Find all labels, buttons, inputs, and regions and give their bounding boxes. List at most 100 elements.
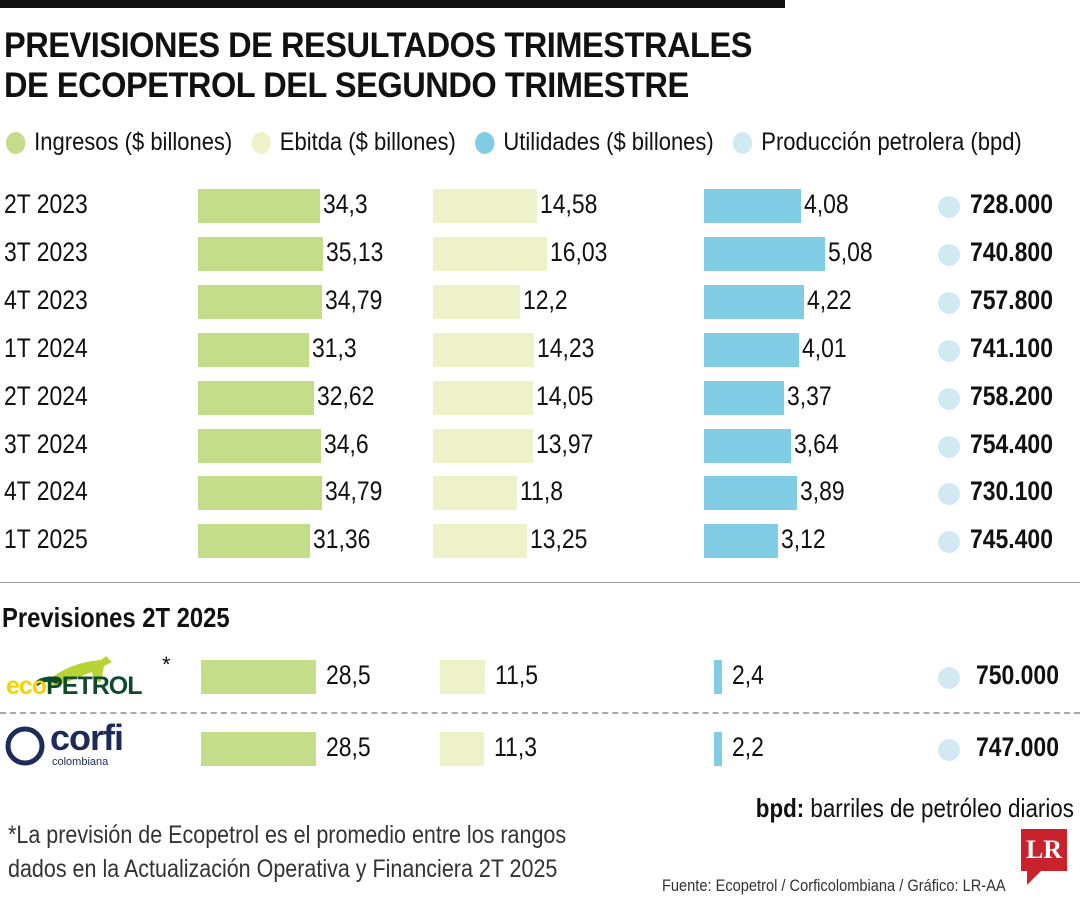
- value-ingresos: 34,3: [323, 189, 368, 219]
- forecast-value-ebitda: 11,5: [494, 660, 538, 690]
- bar-ingresos: [198, 380, 315, 415]
- forecast-value-ingresos: 28,5: [326, 660, 371, 690]
- row-label: 2T 2023: [4, 189, 88, 219]
- value-ingresos: 34,79: [324, 476, 383, 507]
- asterisk: *: [162, 652, 171, 677]
- forecast-value-produccion: 747.000: [976, 732, 1059, 762]
- dot-produccion: [938, 196, 960, 218]
- bar-ingresos: [198, 428, 322, 463]
- legend-item-utilidades: Utilidades ($ billones): [475, 128, 714, 157]
- row-label: 3T 2024: [4, 428, 88, 459]
- row-label: 1T 2024: [4, 332, 88, 363]
- row-label: 4T 2024: [4, 476, 88, 507]
- dashed-divider: [0, 712, 1080, 714]
- bar-ebitda: [433, 284, 520, 319]
- value-ingresos: 34,6: [324, 428, 369, 459]
- value-utilidades: 4,01: [802, 332, 848, 363]
- row-label: 3T 2023: [4, 236, 88, 267]
- forecast-bar-utilidades: [714, 732, 722, 766]
- bar-utilidades: [704, 524, 779, 559]
- forecast-value-ingresos: 28,5: [326, 732, 371, 762]
- value-ebitda: 14,05: [536, 380, 594, 411]
- value-utilidades: 4,08: [804, 189, 849, 219]
- value-utilidades: 3,12: [781, 524, 826, 555]
- forecast-bar-ebitda: [440, 732, 485, 766]
- bar-ebitda: [433, 476, 518, 511]
- value-ebitda: 13,97: [535, 428, 594, 459]
- dot-produccion: [938, 387, 960, 410]
- bar-ingresos: [198, 236, 324, 271]
- value-utilidades: 3,37: [787, 380, 832, 411]
- bar-ingresos: [198, 476, 322, 511]
- value-ingresos: 34,79: [324, 284, 383, 315]
- legend-item-produccion: Producción petrolera (bpd): [733, 128, 1022, 157]
- corfi-wordmark: corfi: [50, 717, 124, 758]
- iguana-icon: [34, 656, 112, 687]
- forecast-value-ebitda: 11,3: [494, 732, 538, 762]
- forecast-dot-produccion: [938, 739, 960, 761]
- value-produccion: 758.200: [970, 380, 1053, 411]
- value-produccion: 741.100: [970, 332, 1053, 363]
- value-ebitda: 14,23: [537, 332, 595, 363]
- bar-ebitda: [433, 380, 534, 415]
- forecast-value-utilidades: 2,4: [732, 660, 765, 690]
- dot-produccion: [938, 339, 960, 362]
- value-produccion: 745.400: [970, 524, 1053, 555]
- bar-ebitda: [433, 332, 535, 367]
- value-ebitda: 13,25: [530, 524, 588, 555]
- value-utilidades: 4,22: [807, 284, 853, 315]
- bar-utilidades: [704, 284, 805, 319]
- bar-ebitda: [433, 524, 528, 559]
- forecast-subtitle: Previsiones 2T 2025: [2, 602, 230, 633]
- source-credit: Fuente: Ecopetrol / Corficolombiana / Gr…: [662, 876, 1006, 895]
- value-utilidades: 3,64: [793, 428, 839, 459]
- value-ebitda: 16,03: [550, 236, 608, 267]
- row-label: 1T 2025: [4, 524, 88, 555]
- bar-ingresos: [198, 524, 310, 559]
- dot-produccion: [938, 531, 960, 554]
- value-produccion: 730.100: [970, 476, 1053, 507]
- bar-utilidades: [704, 332, 800, 367]
- forecast-bar-ebitda: [440, 660, 485, 694]
- bar-ebitda: [433, 189, 537, 223]
- footnote: *La previsión de Ecopetrol es el promedi…: [8, 821, 567, 883]
- corfi-subtitle: colombiana: [52, 756, 109, 768]
- forecast-bar-utilidades: [714, 660, 723, 694]
- value-ebitda: 14,58: [539, 189, 598, 219]
- bar-ebitda: [433, 428, 533, 463]
- value-ingresos: 31,3: [312, 332, 358, 363]
- bar-utilidades: [704, 236, 825, 271]
- value-produccion: 757.800: [970, 284, 1053, 315]
- value-utilidades: 3,89: [799, 476, 845, 507]
- bar-utilidades: [704, 380, 785, 415]
- value-ebitda: 11,8: [520, 476, 564, 507]
- forecast-value-utilidades: 2,2: [731, 732, 764, 762]
- value-produccion: 740.800: [970, 236, 1053, 267]
- forecast-value-produccion: 750.000: [976, 660, 1059, 690]
- forecast-dot-produccion: [938, 667, 960, 689]
- legend-item-ebitda: Ebitda ($ billones): [251, 128, 456, 157]
- top-rule: [0, 0, 785, 8]
- value-ebitda: 12,2: [522, 284, 568, 315]
- chart-title: PREVISIONES DE RESULTADOS TRIMESTRALES DE…: [4, 26, 752, 105]
- value-ingresos: 31,36: [312, 524, 371, 555]
- forecast-bar-ingresos: [201, 660, 317, 694]
- ecopetrol-logo: ecoPETROL: [6, 652, 156, 702]
- bar-utilidades: [704, 428, 791, 463]
- forecast-bar-ingresos: [201, 732, 317, 766]
- dot-produccion: [938, 435, 960, 458]
- legend-item-ingresos: Ingresos ($ billones): [6, 128, 232, 157]
- value-produccion: 728.000: [970, 189, 1053, 219]
- corfi-swirl-icon: [5, 726, 45, 766]
- bar-utilidades: [704, 189, 802, 223]
- divider: [0, 582, 1080, 583]
- dot-produccion: [938, 243, 960, 266]
- dot-produccion: [938, 291, 960, 314]
- corfi-logo: corfi colombiana: [4, 717, 144, 770]
- bar-ingresos: [198, 189, 321, 223]
- value-ingresos: 32,62: [317, 380, 375, 411]
- bar-ingresos: [198, 332, 310, 367]
- value-produccion: 754.400: [970, 428, 1053, 459]
- row-label: 4T 2023: [4, 284, 88, 315]
- bar-ingresos: [198, 284, 322, 319]
